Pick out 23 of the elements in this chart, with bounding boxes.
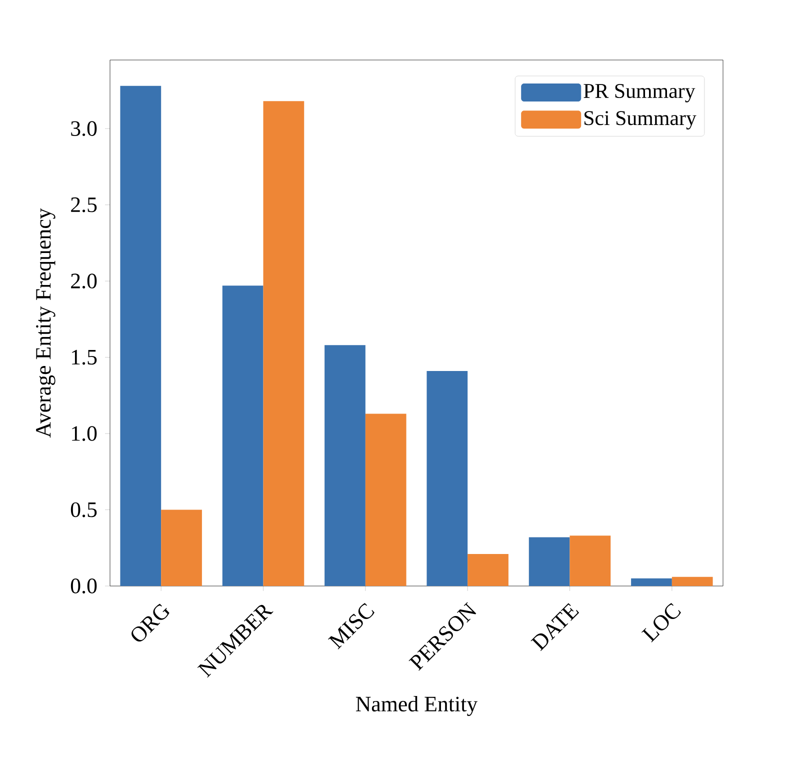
bar: [468, 554, 508, 586]
bar: [528, 537, 570, 586]
y-tick-label: 2.5: [71, 197, 97, 212]
bar: [631, 578, 672, 586]
legend-label: PR Summary: [584, 84, 696, 102]
y-tick-label: 1.5: [72, 350, 97, 365]
bar: [365, 414, 406, 586]
y-tick-label: 0.0: [70, 578, 97, 594]
bar: [222, 286, 264, 586]
y-tick-label: 0.5: [70, 502, 97, 518]
y-tick-label: 1.0: [72, 426, 97, 441]
y-axis-title: Average Entity Frequency: [36, 208, 56, 438]
bar: [120, 86, 162, 586]
y-tick-label: 2.0: [71, 274, 97, 289]
bar: [672, 576, 713, 586]
y-tick-label: 3.0: [71, 121, 97, 136]
bar: [324, 345, 366, 586]
bar: [263, 101, 304, 586]
legend-label: Sci Summary: [584, 111, 696, 130]
bar: [426, 371, 468, 586]
bar: [161, 510, 202, 586]
x-axis-title: Named Entity: [356, 696, 478, 716]
bar: [570, 536, 611, 586]
